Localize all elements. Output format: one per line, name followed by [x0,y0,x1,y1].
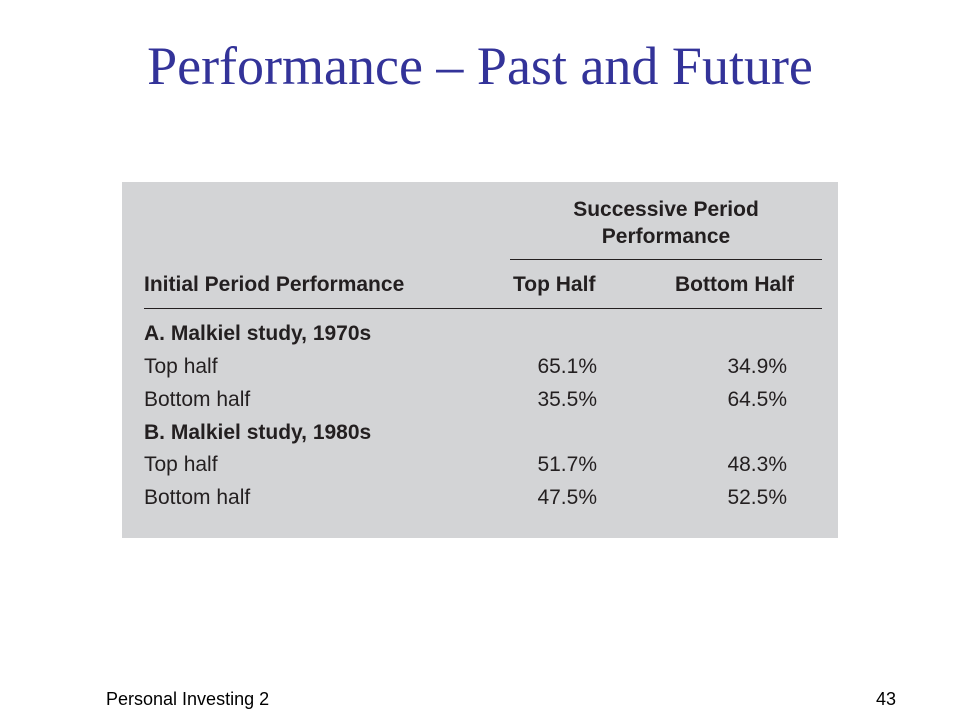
row-value-top-half: 47.5% [537,486,597,509]
row-value-top-half: 51.7% [537,453,597,476]
row-value-top-half: 35.5% [537,388,597,411]
row-value-bottom-half: 52.5% [727,486,787,509]
column-header-initial-period: Initial Period Performance [144,273,405,296]
row-label: Bottom half [144,388,251,411]
column-header-top-half: Top Half [513,273,596,296]
column-header-bottom-half: Bottom Half [675,273,794,296]
group-header-line2: Performance [601,225,731,248]
table-panel [122,182,838,538]
row-value-bottom-half: 64.5% [727,388,787,411]
row-value-top-half: 65.1% [537,355,597,378]
footer-course-name: Personal Investing 2 [106,689,270,709]
page-number: 43 [876,689,897,709]
group-header-line1: Successive Period [573,198,759,221]
section-heading-a: A. Malkiel study, 1970s [144,322,372,345]
column-header-rule [144,308,822,309]
row-label: Top half [144,355,218,378]
slide-title: Performance – Past and Future [147,36,813,96]
group-header-rule [510,259,822,260]
row-label: Bottom half [144,486,251,509]
group-header: Successive Period Performance [510,196,822,250]
row-value-bottom-half: 34.9% [727,355,787,378]
row-value-bottom-half: 48.3% [727,453,787,476]
section-heading-b: B. Malkiel study, 1980s [144,421,372,444]
row-label: Top half [144,453,218,476]
